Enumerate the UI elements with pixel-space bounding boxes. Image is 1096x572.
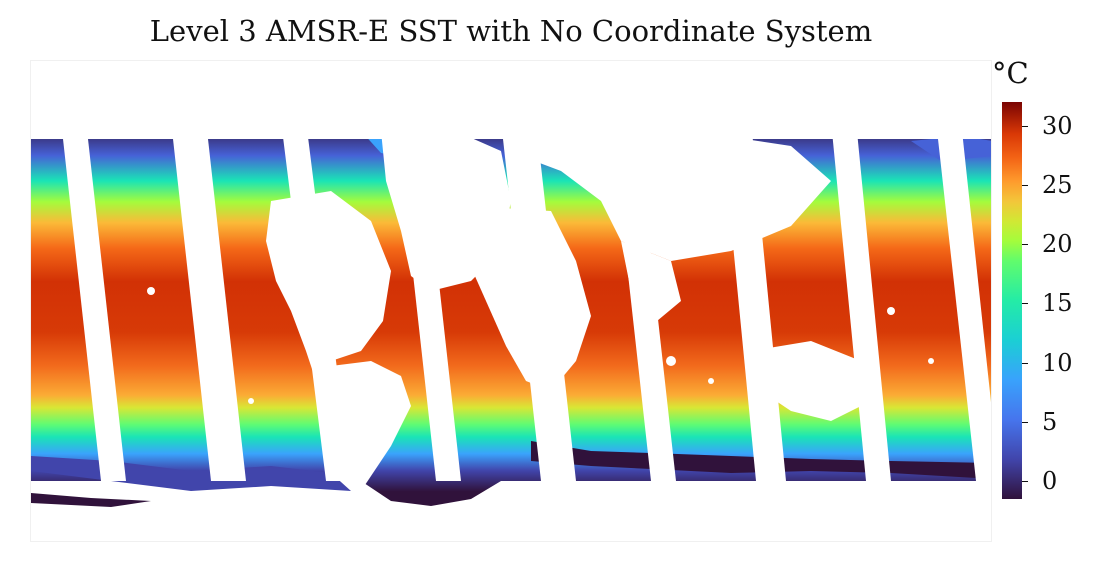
figure-title: Level 3 AMSR-E SST with No Coordinate Sy…	[149, 14, 873, 48]
colorbar-tick-label: 25	[1042, 170, 1073, 199]
colorbar-tick	[1022, 244, 1028, 246]
colorbar-tick	[1022, 184, 1028, 186]
colorbar-tick	[1022, 303, 1028, 305]
colorbar-tick-label: 5	[1042, 407, 1058, 436]
colorbar-tick	[1022, 125, 1028, 127]
colorbar-tick	[1022, 421, 1028, 423]
sst-map-image	[31, 61, 991, 541]
colorbar-tick	[1022, 362, 1028, 364]
colorbar-tick-label: 15	[1042, 289, 1073, 318]
colorbar-gradient	[1002, 102, 1022, 499]
colorbar-tick-label: 0	[1042, 467, 1058, 496]
colorbar-unit: °C	[992, 56, 1029, 90]
colorbar-tick-label: 10	[1042, 348, 1073, 377]
colorbar-tick	[1022, 481, 1028, 483]
colorbar-tick-label: 30	[1042, 111, 1073, 140]
colorbar-tick-label: 20	[1042, 230, 1073, 259]
sst-map	[30, 60, 992, 542]
